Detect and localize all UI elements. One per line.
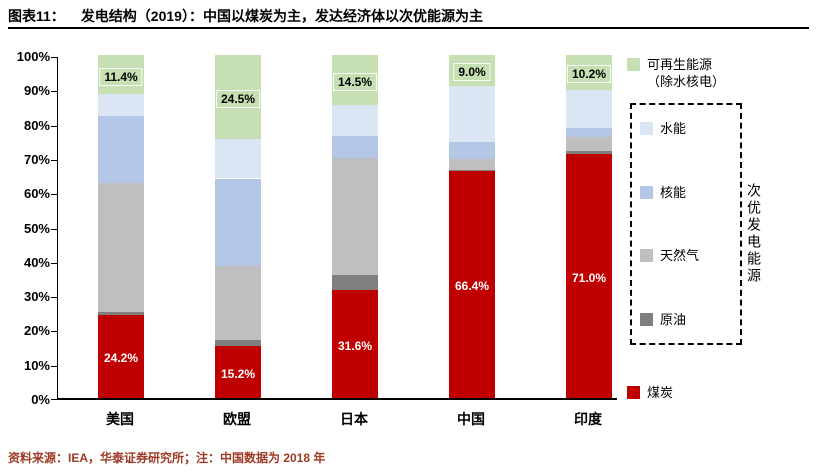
renewable-share-label: 14.5% — [332, 72, 378, 91]
renewable-share-label: 10.2% — [566, 65, 612, 84]
y-axis-tick-label: 70% — [23, 151, 50, 167]
bar-segment — [566, 136, 612, 152]
legend-label-renewable: 可再生能源 （除水核电） — [647, 57, 726, 89]
legend-label-coal: 煤炭 — [647, 385, 674, 400]
y-axis-tick-label: 20% — [23, 323, 50, 339]
y-axis-tick-mark — [51, 297, 57, 299]
figure-tag: 图表11： — [8, 8, 65, 24]
bar-segment — [449, 158, 495, 170]
bar-segment — [98, 312, 144, 315]
legend-label-nuclear: 核能 — [660, 184, 687, 200]
x-axis-category-label: 欧盟 — [223, 411, 251, 427]
suboptimal-energy-box: 水能 核能 天然气 原油 — [630, 103, 742, 345]
y-axis-tick-label: 80% — [23, 117, 50, 133]
y-axis-tick-mark — [51, 228, 57, 230]
coal-share-label: 24.2% — [99, 350, 143, 367]
bar-segment — [566, 90, 612, 128]
plot-area: 24.2% 11.4% 15.2% 24.5% 31.6% 14.5% 66.4% 9.0% 7… — [51, 55, 617, 400]
bar-segment — [566, 127, 612, 137]
coal-share-label: 31.6% — [333, 337, 377, 354]
bar-segment — [332, 157, 378, 275]
bar-segment — [215, 265, 261, 340]
x-axis-category-label: 日本 — [340, 411, 368, 427]
source-note: 资料来源：IEA，华泰证券研究所；注：中国数据为 2018 年 — [8, 451, 326, 465]
y-axis-tick-mark — [51, 159, 57, 161]
bar-segment — [332, 104, 378, 136]
nuclear-swatch — [640, 185, 653, 199]
bar-segment — [98, 116, 144, 184]
y-axis-tick-mark — [51, 91, 57, 93]
legend-item-crude-oil: 原油 — [640, 311, 734, 328]
bar-segment — [332, 135, 378, 158]
bar-segment — [566, 151, 612, 155]
y-axis-tick-label: 0% — [31, 392, 50, 407]
x-axis: 美国 欧盟 日本 中国 印度 — [57, 409, 617, 429]
renewable-share-label: 11.4% — [99, 67, 143, 86]
y-axis-tick-label: 50% — [23, 220, 50, 236]
legend-item-nuclear: 核能 — [640, 184, 734, 201]
crude-oil-swatch — [640, 312, 653, 326]
coal-swatch — [627, 386, 640, 399]
bar-segment — [98, 94, 144, 117]
legend-label-natural-gas: 天然气 — [660, 248, 700, 264]
renewable-share-label: 9.0% — [453, 63, 491, 82]
figure-header: 图表11： 发电结构（2019）：中国以煤炭为主，发达经济体以次优能源为主 — [8, 6, 483, 26]
legend-item-renewable: 可再生能源 （除水核电） — [627, 56, 725, 90]
y-axis: 100% 90% 80% 70% 60% 50% 40% 30% 20% 10% 0% — [2, 49, 50, 407]
bar-segment — [98, 183, 144, 313]
figure-title: 发电结构（2019）：中国以煤炭为主，发达经济体以次优能源为主 — [80, 8, 483, 24]
y-axis-tick-label: 30% — [23, 289, 50, 305]
y-axis-tick-mark — [51, 57, 57, 58]
y-axis-tick-label: 100% — [16, 49, 50, 64]
hydro-swatch — [640, 122, 653, 135]
suboptimal-energy-caption: 次优发电能源 — [746, 183, 762, 285]
x-axis-category-label: 印度 — [574, 411, 602, 427]
coal-share-label: 71.0% — [567, 270, 611, 287]
legend-label-hydro: 水能 — [660, 121, 687, 136]
y-axis-tick-mark — [51, 365, 57, 367]
coal-share-label: 66.4% — [450, 278, 494, 295]
renewable-swatch — [627, 58, 640, 71]
y-axis-tick-label: 60% — [23, 186, 50, 202]
x-axis-category-label: 中国 — [457, 411, 485, 427]
y-axis-tick-mark — [51, 331, 57, 333]
y-axis-tick-mark — [51, 399, 57, 400]
renewable-share-label: 24.5% — [215, 90, 261, 109]
y-axis-tick-label: 40% — [23, 254, 50, 270]
y-axis-tick-mark — [51, 194, 57, 196]
bar-segment — [449, 142, 495, 159]
x-axis-category-label: 美国 — [106, 411, 134, 427]
y-axis-tick-mark — [51, 262, 57, 264]
y-axis-tick-label: 90% — [23, 83, 50, 99]
coal-share-label: 15.2% — [216, 365, 260, 382]
legend-item-coal: 煤炭 — [627, 384, 673, 401]
bar-segment — [449, 85, 495, 143]
legend-label-crude-oil: 原油 — [660, 311, 687, 327]
bar-segment — [215, 339, 261, 346]
bar-segment — [215, 178, 261, 266]
y-axis-tick-label: 10% — [23, 357, 50, 373]
bar-segment — [215, 139, 261, 179]
bar-segment — [449, 169, 495, 171]
bar-segment — [332, 274, 378, 290]
y-axis-tick-mark — [51, 125, 57, 127]
header-divider — [8, 27, 809, 29]
natural-gas-swatch — [640, 249, 653, 263]
legend-item-natural-gas: 天然气 — [640, 247, 734, 264]
legend-item-hydro: 水能 — [640, 120, 734, 137]
